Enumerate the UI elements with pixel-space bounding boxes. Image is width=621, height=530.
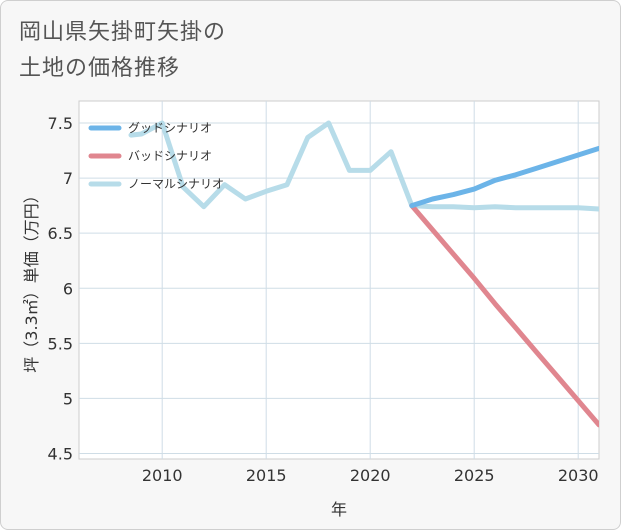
x-tick-label: 2025 bbox=[454, 466, 495, 485]
x-tick-label: 2010 bbox=[142, 466, 183, 485]
x-tick-label: 2020 bbox=[350, 466, 391, 485]
series-line-1 bbox=[409, 203, 599, 428]
x-axis-title: 年 bbox=[331, 500, 347, 519]
tick-labels: 2010 2015 2020 2025 2030 4.5 5 5.5 6 6.5 7 7.5 bbox=[48, 114, 599, 485]
x-tick-label: 2015 bbox=[246, 466, 287, 485]
legend-label: ノーマルシナリオ bbox=[128, 177, 224, 191]
legend-label: バッドシナリオ bbox=[128, 149, 212, 163]
y-tick-label: 4.5 bbox=[48, 444, 73, 463]
y-tick-label: 5.5 bbox=[48, 334, 73, 353]
series-line-0 bbox=[409, 145, 599, 209]
y-tick-label: 7 bbox=[63, 169, 73, 188]
y-tick-label: 6 bbox=[63, 279, 73, 298]
x-tick-label: 2030 bbox=[558, 466, 599, 485]
y-axis-title: 坪（3.3㎡）単価（万円） bbox=[22, 187, 41, 372]
y-tick-label: 5 bbox=[63, 389, 73, 408]
legend-label: グッドシナリオ bbox=[128, 121, 212, 135]
y-tick-label: 6.5 bbox=[48, 224, 73, 243]
plot-area bbox=[78, 100, 600, 460]
series-lines bbox=[128, 120, 599, 428]
series-line-2 bbox=[128, 120, 599, 212]
chart-title-line-1: 岡山県矢掛町矢掛の bbox=[19, 20, 227, 45]
chart-title: 岡山県矢掛町矢掛の 土地の価格推移 bbox=[19, 15, 226, 87]
y-tick-label: 7.5 bbox=[48, 114, 73, 133]
chart-title-line-2: 土地の価格推移 bbox=[19, 56, 181, 81]
